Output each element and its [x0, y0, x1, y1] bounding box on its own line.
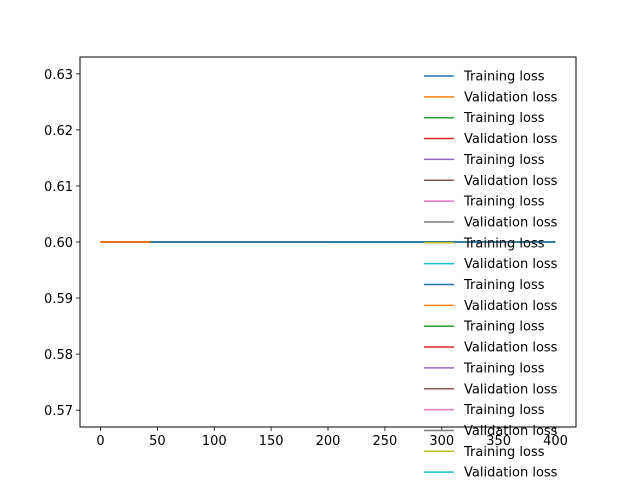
y-tick-label: 0.62 [44, 124, 73, 139]
legend-label: Training loss [463, 111, 545, 126]
legend-label: Validation loss [464, 132, 558, 147]
y-tick-label: 0.61 [44, 180, 73, 195]
y-tick-label: 0.63 [44, 68, 73, 83]
legend-label: Validation loss [464, 215, 558, 230]
legend-label: Training loss [463, 153, 545, 168]
x-tick-label: 150 [259, 434, 284, 449]
legend-label: Training loss [463, 195, 545, 210]
x-tick-label: 100 [202, 434, 227, 449]
x-tick-label: 200 [316, 434, 341, 449]
y-tick-label: 0.57 [44, 404, 73, 419]
legend-label: Training loss [463, 70, 545, 85]
legend-label: Validation loss [464, 174, 558, 189]
legend-label: Training loss [463, 445, 545, 460]
x-tick-label: 350 [486, 434, 511, 449]
legend-label: Validation loss [464, 299, 558, 314]
x-tick-label: 250 [372, 434, 397, 449]
legend-label: Validation loss [464, 257, 558, 272]
x-tick-label: 50 [149, 434, 166, 449]
y-tick-label: 0.58 [44, 348, 73, 363]
y-tick-label: 0.60 [44, 236, 73, 251]
legend-label: Training loss [463, 403, 545, 418]
x-axis: 0 50 100 150 200 250 300 350 400 [96, 427, 568, 449]
legend-label: Training loss [463, 361, 545, 376]
legend-label: Validation loss [464, 90, 558, 105]
y-axis: 0.57 0.58 0.59 0.60 0.61 0.62 0.63 [44, 68, 80, 419]
legend-label: Validation loss [464, 341, 558, 356]
legend-label: Validation loss [464, 424, 558, 439]
legend-label: Validation loss [464, 466, 558, 480]
legend-label: Validation loss [464, 382, 558, 397]
legend: Training loss Validation loss Training los… [424, 70, 558, 480]
x-tick-label: 0 [96, 434, 104, 449]
legend-label: Training loss [463, 320, 545, 335]
y-tick-label: 0.59 [44, 292, 73, 307]
legend-label: Training loss [463, 236, 545, 251]
legend-label: Training loss [463, 278, 545, 293]
x-tick-label: 400 [543, 434, 568, 449]
x-tick-label: 300 [429, 434, 454, 449]
